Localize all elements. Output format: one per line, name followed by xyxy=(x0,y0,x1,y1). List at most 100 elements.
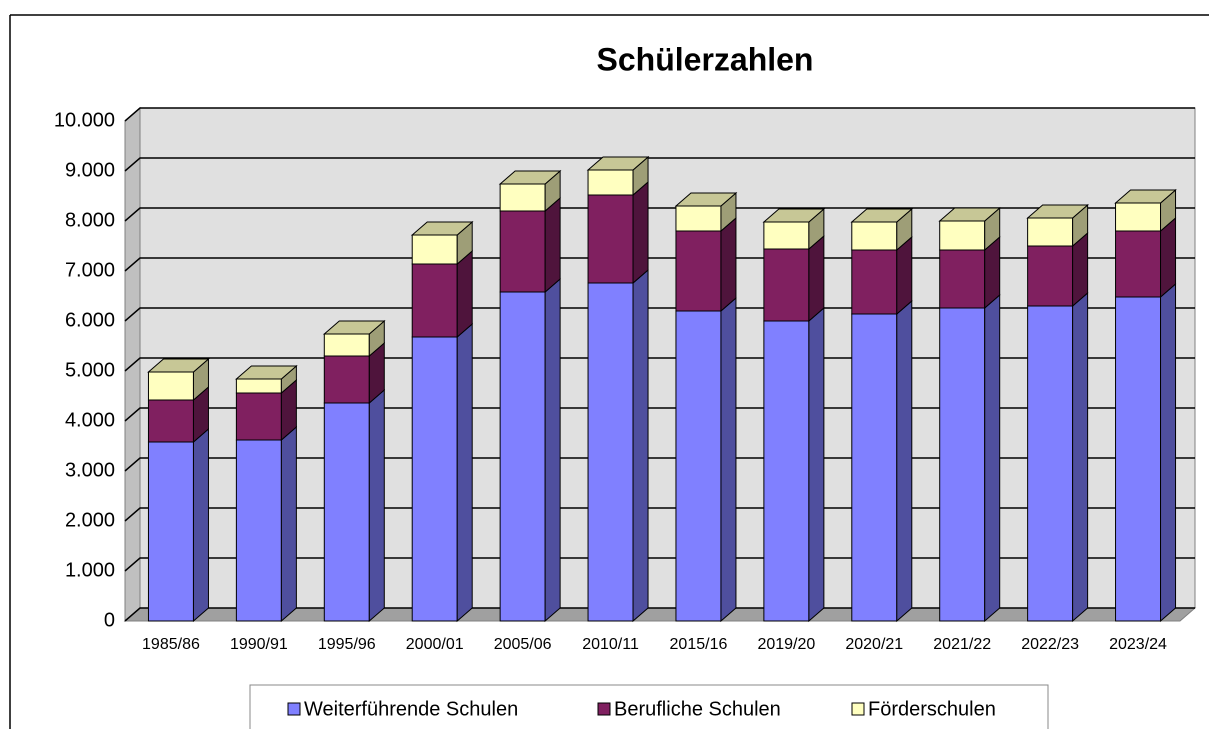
y-tick-label: 1.000 xyxy=(65,559,115,581)
bar-side xyxy=(896,299,913,623)
bar-top xyxy=(147,358,210,373)
bar-segment xyxy=(763,320,810,622)
bar-side xyxy=(632,180,649,285)
bar-top xyxy=(1026,204,1089,219)
bar-segment xyxy=(235,392,282,441)
y-tick-label: 3.000 xyxy=(65,459,115,481)
bar-side xyxy=(984,293,1001,623)
grid-line xyxy=(124,107,1195,122)
bar-side xyxy=(1160,282,1177,623)
bar-segment xyxy=(1027,217,1074,247)
grid-line xyxy=(124,457,1195,472)
grid-line xyxy=(124,157,1195,172)
y-tick-label: 9.000 xyxy=(65,159,115,181)
x-tick-label: 2020/21 xyxy=(845,636,903,653)
bar-segment xyxy=(147,441,194,622)
x-tick-label: 2021/22 xyxy=(933,636,991,653)
chart-title: Schülerzahlen xyxy=(597,41,814,77)
bar-side xyxy=(456,249,473,339)
bar-top xyxy=(586,156,650,171)
y-tick-label: 6.000 xyxy=(65,309,115,331)
bar-segment xyxy=(323,355,370,404)
bar-segment xyxy=(851,313,898,622)
bar-top xyxy=(1114,189,1177,204)
legend-swatch xyxy=(851,702,865,716)
legend-swatch xyxy=(597,702,611,716)
bar-segment xyxy=(411,234,458,265)
bar-segment xyxy=(1115,296,1162,622)
bar-segment xyxy=(675,205,722,232)
bar-top xyxy=(674,192,738,207)
grid-line xyxy=(124,307,1195,322)
x-tick-label: 2019/20 xyxy=(757,636,815,653)
grid-line xyxy=(124,257,1195,272)
bar-segment xyxy=(235,439,282,622)
bar-top xyxy=(938,207,1002,222)
legend-label: Weiterführende Schulen xyxy=(304,698,518,720)
bar-segment xyxy=(1027,245,1074,307)
bar-segment xyxy=(147,371,194,401)
bar-segment xyxy=(323,333,370,357)
y-tick-label: 8.000 xyxy=(65,209,115,231)
bar-side xyxy=(544,196,561,294)
x-tick-label: 2010/11 xyxy=(582,636,639,653)
bar-segment xyxy=(939,307,986,622)
x-tick-label: 2022/23 xyxy=(1021,636,1079,653)
y-tick-label: 7.000 xyxy=(65,259,115,281)
grid-line xyxy=(124,507,1195,522)
y-tick-label: 0 xyxy=(104,609,115,631)
y-tick-label: 2.000 xyxy=(65,509,115,531)
bar-top xyxy=(322,320,386,335)
bar-segment xyxy=(675,310,722,622)
bar-segment xyxy=(235,378,282,394)
bar-side xyxy=(1160,216,1177,299)
bar-segment xyxy=(587,169,634,196)
bar-segment xyxy=(587,282,634,622)
bar-side xyxy=(456,322,473,623)
bar-segment xyxy=(763,221,810,250)
bar-segment xyxy=(1115,202,1162,232)
bar-side xyxy=(720,296,737,623)
x-tick-label: 2000/01 xyxy=(406,636,464,653)
bar-segment xyxy=(499,183,546,212)
bar-side xyxy=(1072,291,1089,623)
legend-label: Förderschulen xyxy=(868,698,996,720)
bar-segment xyxy=(411,263,458,338)
x-tick-label: 1985/86 xyxy=(142,636,200,653)
bar-segment xyxy=(939,220,986,251)
y-tick-label: 4.000 xyxy=(65,409,115,431)
bar-segment xyxy=(147,399,194,443)
bar-segment xyxy=(939,249,986,309)
legend-label: Berufliche Schulen xyxy=(614,698,781,720)
bar-segment xyxy=(587,194,634,284)
bar-top xyxy=(762,208,826,223)
x-tick-label: 2015/16 xyxy=(670,636,728,653)
bar-side xyxy=(368,388,385,623)
bar-top xyxy=(498,170,562,185)
bar-segment xyxy=(411,336,458,622)
bar-segment xyxy=(1115,230,1162,298)
y-tick-label: 5.000 xyxy=(65,359,115,381)
grid-line xyxy=(124,207,1195,222)
legend-swatch xyxy=(287,702,301,716)
bar-segment xyxy=(499,291,546,622)
grid-line xyxy=(124,407,1195,422)
bar-segment xyxy=(1027,305,1074,622)
x-tick-label: 1995/96 xyxy=(318,636,376,653)
bar-side xyxy=(808,234,825,323)
bar-segment xyxy=(851,221,898,251)
grid-line xyxy=(124,357,1195,372)
bar-side xyxy=(192,427,209,623)
bar-top xyxy=(410,221,474,236)
legend-box xyxy=(249,684,1049,729)
x-tick-label: 1990/91 xyxy=(230,636,288,653)
bar-segment xyxy=(323,402,370,622)
bar-side xyxy=(720,216,737,313)
bar-segment xyxy=(763,248,810,322)
bar-side xyxy=(544,277,561,623)
bar-segment xyxy=(851,249,898,315)
grid-line xyxy=(124,607,1195,622)
bar-segment xyxy=(499,210,546,293)
bar-side xyxy=(808,306,825,623)
bar-side xyxy=(280,425,297,623)
